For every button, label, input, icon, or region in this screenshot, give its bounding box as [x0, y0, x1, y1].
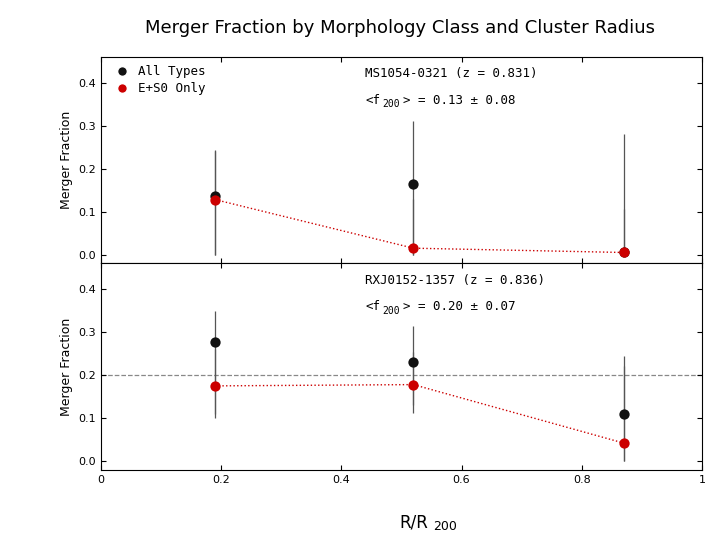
- Point: [210, 191, 221, 200]
- Text: 200: 200: [433, 520, 456, 533]
- Point: [618, 409, 629, 418]
- Text: > = 0.20 ± 0.07: > = 0.20 ± 0.07: [403, 300, 516, 313]
- Point: [210, 338, 221, 346]
- Text: Merger Fraction by Morphology Class and Cluster Radius: Merger Fraction by Morphology Class and …: [145, 19, 654, 37]
- Text: > = 0.13 ± 0.08: > = 0.13 ± 0.08: [403, 94, 516, 107]
- Point: [210, 382, 221, 390]
- Text: R/R: R/R: [400, 514, 428, 532]
- Point: [408, 380, 419, 389]
- Text: <f: <f: [365, 300, 380, 313]
- Legend: All Types, E+S0 Only: All Types, E+S0 Only: [107, 63, 208, 98]
- Point: [408, 358, 419, 367]
- Text: 200: 200: [383, 99, 400, 109]
- Point: [618, 248, 629, 257]
- Text: MS1054-0321 (z = 0.831): MS1054-0321 (z = 0.831): [365, 67, 538, 80]
- Point: [618, 439, 629, 448]
- Y-axis label: Merger Fraction: Merger Fraction: [60, 318, 73, 416]
- Text: <f: <f: [365, 94, 380, 107]
- Text: 200: 200: [383, 306, 400, 315]
- Point: [408, 179, 419, 188]
- Text: RXJ0152-1357 (z = 0.836): RXJ0152-1357 (z = 0.836): [365, 274, 545, 287]
- Point: [618, 248, 629, 257]
- Point: [408, 244, 419, 253]
- Point: [210, 195, 221, 204]
- Y-axis label: Merger Fraction: Merger Fraction: [60, 111, 73, 209]
